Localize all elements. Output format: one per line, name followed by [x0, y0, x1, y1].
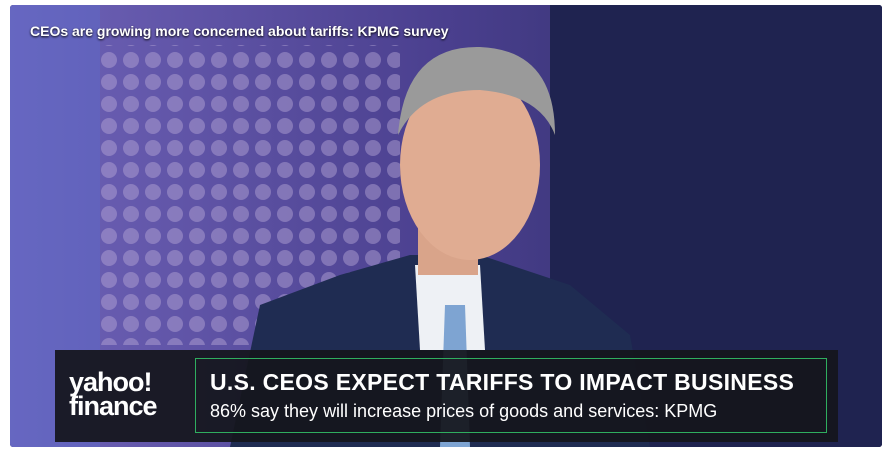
subheadline: 86% say they will increase prices of goo… — [210, 401, 718, 421]
headline: U.S. CEOS EXPECT TARIFFS TO IMPACT BUSIN… — [210, 369, 795, 395]
brand-top: yahoo! — [69, 367, 153, 397]
headline-box: U.S. CEOS EXPECT TARIFFS TO IMPACT BUSIN… — [195, 358, 827, 433]
video-player[interactable]: CEOs are growing more concerned about ta… — [10, 5, 882, 447]
lower-third: yahoo! finance U.S. CEOS EXPECT TARIFFS … — [55, 350, 838, 442]
brand-bottom: finance — [69, 391, 158, 421]
video-title: CEOs are growing more concerned about ta… — [30, 23, 449, 39]
brand-logo: yahoo! finance — [69, 367, 158, 421]
